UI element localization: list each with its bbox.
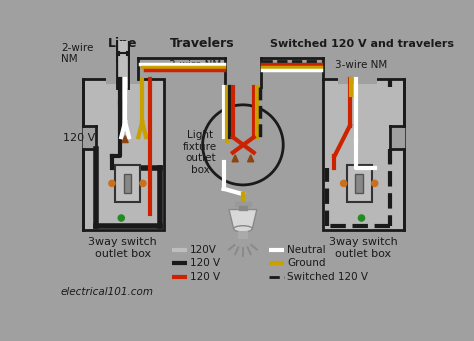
Text: 3way switch
outlet box: 3way switch outlet box [328, 237, 397, 259]
Circle shape [109, 180, 115, 187]
Bar [356, 174, 363, 193]
Text: electrical101.com: electrical101.com [61, 287, 154, 297]
Circle shape [118, 215, 124, 221]
Text: 3-wire NM: 3-wire NM [336, 60, 388, 70]
Text: 2-wire
NM: 2-wire NM [61, 43, 93, 64]
Bar [82, 79, 164, 229]
Text: Travelers: Travelers [170, 37, 235, 50]
Polygon shape [122, 136, 128, 143]
Text: Switched 120 V: Switched 120 V [287, 271, 368, 282]
Polygon shape [247, 155, 254, 162]
Text: Line: Line [108, 37, 137, 50]
Text: 3way switch
outlet box: 3way switch outlet box [89, 237, 157, 259]
Text: 120 V: 120 V [190, 271, 220, 282]
Bar [106, 79, 141, 83]
Bar [237, 231, 248, 239]
Bar [124, 174, 131, 193]
Bar [239, 206, 247, 210]
Bar [338, 78, 377, 84]
Text: Switched 120 V and travelers: Switched 120 V and travelers [270, 39, 454, 49]
Bar [235, 202, 251, 206]
Text: Ground: Ground [287, 258, 326, 268]
Text: Neutral: Neutral [287, 246, 326, 255]
Polygon shape [232, 155, 238, 162]
Bar [106, 78, 141, 84]
Circle shape [341, 180, 347, 187]
Text: Light
fixture
outlet
box: Light fixture outlet box [183, 130, 218, 175]
Bar [115, 165, 140, 202]
Circle shape [140, 180, 146, 187]
Circle shape [372, 180, 378, 187]
Circle shape [358, 215, 365, 221]
Ellipse shape [234, 226, 252, 232]
Text: 120V: 120V [190, 246, 217, 255]
Polygon shape [229, 210, 257, 229]
Bar [347, 165, 372, 202]
Polygon shape [82, 125, 96, 149]
Text: 3-wire NM: 3-wire NM [169, 60, 221, 70]
Bar [323, 79, 404, 229]
Text: 120 V: 120 V [63, 133, 95, 143]
Polygon shape [390, 125, 404, 149]
Text: 120 V: 120 V [190, 258, 220, 268]
